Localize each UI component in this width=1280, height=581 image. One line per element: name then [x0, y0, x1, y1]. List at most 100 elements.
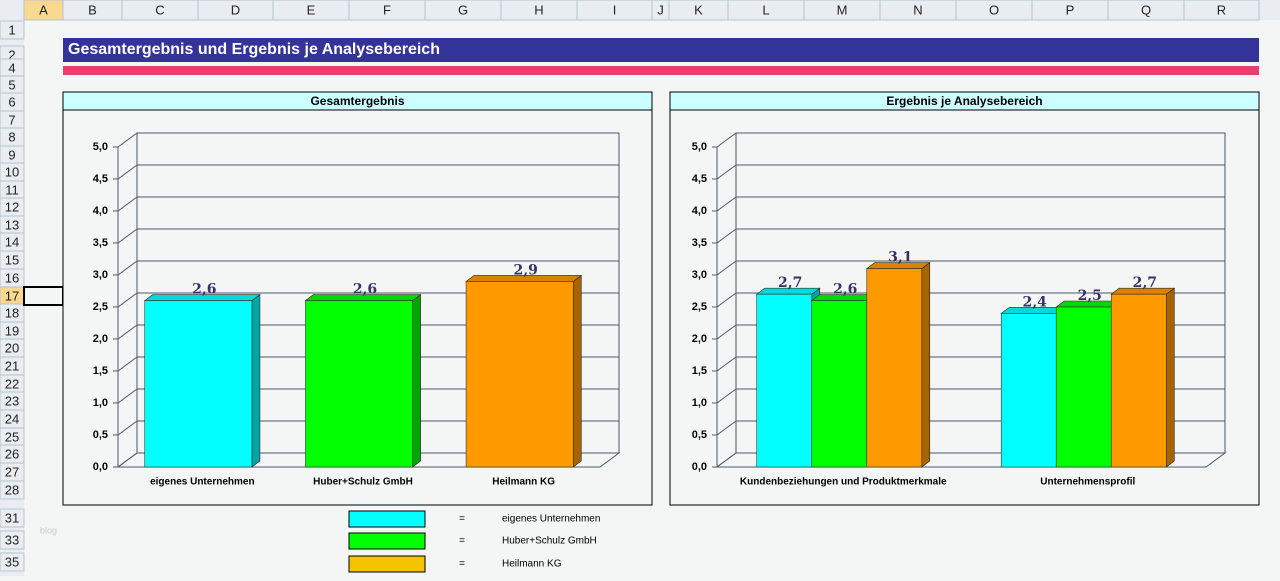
value-label: 2,7: [778, 275, 802, 291]
column-letter[interactable]: Q: [1141, 2, 1151, 17]
row-number[interactable]: 9: [8, 147, 15, 162]
x-tick-label: Heilmann KG: [492, 477, 555, 488]
bar-side: [412, 294, 421, 468]
grid-line: [117, 324, 138, 340]
y-tick-label: 3,5: [692, 237, 707, 249]
legend-label: Heilmann KG: [502, 559, 562, 570]
accent-bar: [63, 66, 1259, 75]
column-letter[interactable]: O: [989, 2, 999, 17]
y-tick-label: 0,5: [692, 429, 707, 441]
bar: [811, 300, 868, 468]
row-number[interactable]: 16: [5, 270, 19, 285]
grid-line: [117, 420, 138, 436]
bar-side: [251, 294, 261, 468]
column-letter[interactable]: I: [613, 2, 617, 17]
value-label: 2,6: [353, 282, 377, 298]
column-letter[interactable]: G: [458, 2, 468, 17]
column-letter[interactable]: H: [534, 2, 543, 17]
row-number[interactable]: 7: [8, 112, 15, 127]
column-letter[interactable]: A: [39, 2, 48, 17]
row-number[interactable]: 8: [8, 129, 15, 144]
column-letter[interactable]: P: [1066, 2, 1075, 17]
row-number[interactable]: 20: [5, 340, 19, 355]
y-tick-label: 5,0: [93, 141, 108, 153]
column-letter[interactable]: N: [913, 2, 922, 17]
column-letter[interactable]: B: [88, 2, 97, 17]
row-number[interactable]: 25: [5, 429, 19, 444]
y-tick-label: 2,0: [692, 333, 707, 345]
row-number[interactable]: 12: [5, 199, 19, 214]
row-number[interactable]: 19: [5, 323, 19, 338]
x-tick-label: eigenes Unternehmen: [150, 477, 254, 488]
grid-line: [716, 324, 737, 340]
column-header[interactable]: [1183, 0, 1260, 21]
selected-cell[interactable]: [23, 286, 64, 306]
row-number[interactable]: 21: [5, 358, 19, 373]
row-number[interactable]: 1: [8, 22, 15, 37]
grid-line: [117, 196, 138, 212]
column-letter[interactable]: L: [762, 2, 769, 17]
grid-line: [716, 132, 737, 148]
row-number[interactable]: 15: [5, 252, 19, 267]
grid-line: [716, 388, 737, 404]
chart-title: Gesamtergebnis: [310, 94, 404, 108]
chart-title: Ergebnis je Analysebereich: [886, 94, 1042, 108]
grid-line: [117, 356, 138, 372]
grid-line: [117, 388, 138, 404]
row-number[interactable]: 10: [5, 164, 19, 179]
column-letter[interactable]: E: [307, 2, 316, 17]
row-number[interactable]: 17: [5, 288, 19, 303]
watermark: blog: [40, 525, 57, 535]
grid-line: [716, 452, 737, 468]
legend-sign: =: [459, 559, 465, 570]
row-number[interactable]: 24: [5, 411, 19, 426]
row-number[interactable]: 14: [5, 234, 19, 249]
column-letter[interactable]: R: [1217, 2, 1226, 17]
column-letter[interactable]: J: [657, 2, 664, 17]
row-number[interactable]: 31: [5, 510, 19, 525]
column-letter[interactable]: M: [837, 2, 848, 17]
row-number[interactable]: 13: [5, 217, 19, 232]
row-number[interactable]: 28: [5, 482, 19, 497]
row-number[interactable]: 23: [5, 393, 19, 408]
column-letter[interactable]: C: [155, 2, 164, 17]
bar: [144, 300, 253, 468]
row-number[interactable]: 22: [5, 376, 19, 391]
row-number[interactable]: 4: [8, 60, 15, 75]
row-header[interactable]: [0, 530, 25, 550]
y-tick-label: 2,5: [692, 301, 707, 313]
row-number[interactable]: 6: [8, 94, 15, 109]
grid-line: [716, 164, 737, 180]
grid-line: [117, 292, 138, 308]
y-tick-label: 1,5: [93, 365, 108, 377]
bar-side: [921, 262, 931, 468]
row-number[interactable]: 11: [5, 182, 19, 197]
row-number[interactable]: 26: [5, 446, 19, 461]
value-label: 2,6: [833, 282, 857, 298]
grid-line: [117, 228, 138, 244]
row-number[interactable]: 27: [5, 464, 19, 479]
column-letter[interactable]: K: [694, 2, 703, 17]
row-header[interactable]: [0, 552, 25, 572]
grid-line: [117, 260, 138, 276]
y-tick-label: 0,0: [692, 461, 707, 473]
row-header[interactable]: [0, 480, 25, 500]
y-tick-label: 0,0: [93, 461, 108, 473]
bar: [465, 281, 574, 468]
column-letter[interactable]: F: [383, 2, 391, 17]
value-label: 2,6: [192, 282, 216, 298]
y-tick-label: 0,5: [93, 429, 108, 441]
row-number[interactable]: 5: [8, 77, 15, 92]
row-number[interactable]: 33: [5, 532, 19, 547]
row-header[interactable]: [0, 508, 25, 528]
row-number[interactable]: 35: [5, 554, 19, 569]
value-label: 2,5: [1078, 288, 1102, 304]
row-header[interactable]: [0, 20, 25, 40]
column-letter[interactable]: D: [231, 2, 240, 17]
row-number[interactable]: 18: [5, 305, 19, 320]
x-tick-label: Huber+Schulz GmbH: [313, 477, 413, 488]
row-number[interactable]: 2: [8, 47, 15, 62]
grid-line: [716, 420, 737, 436]
legend-sign: =: [459, 536, 465, 547]
grid-line: [716, 228, 737, 244]
